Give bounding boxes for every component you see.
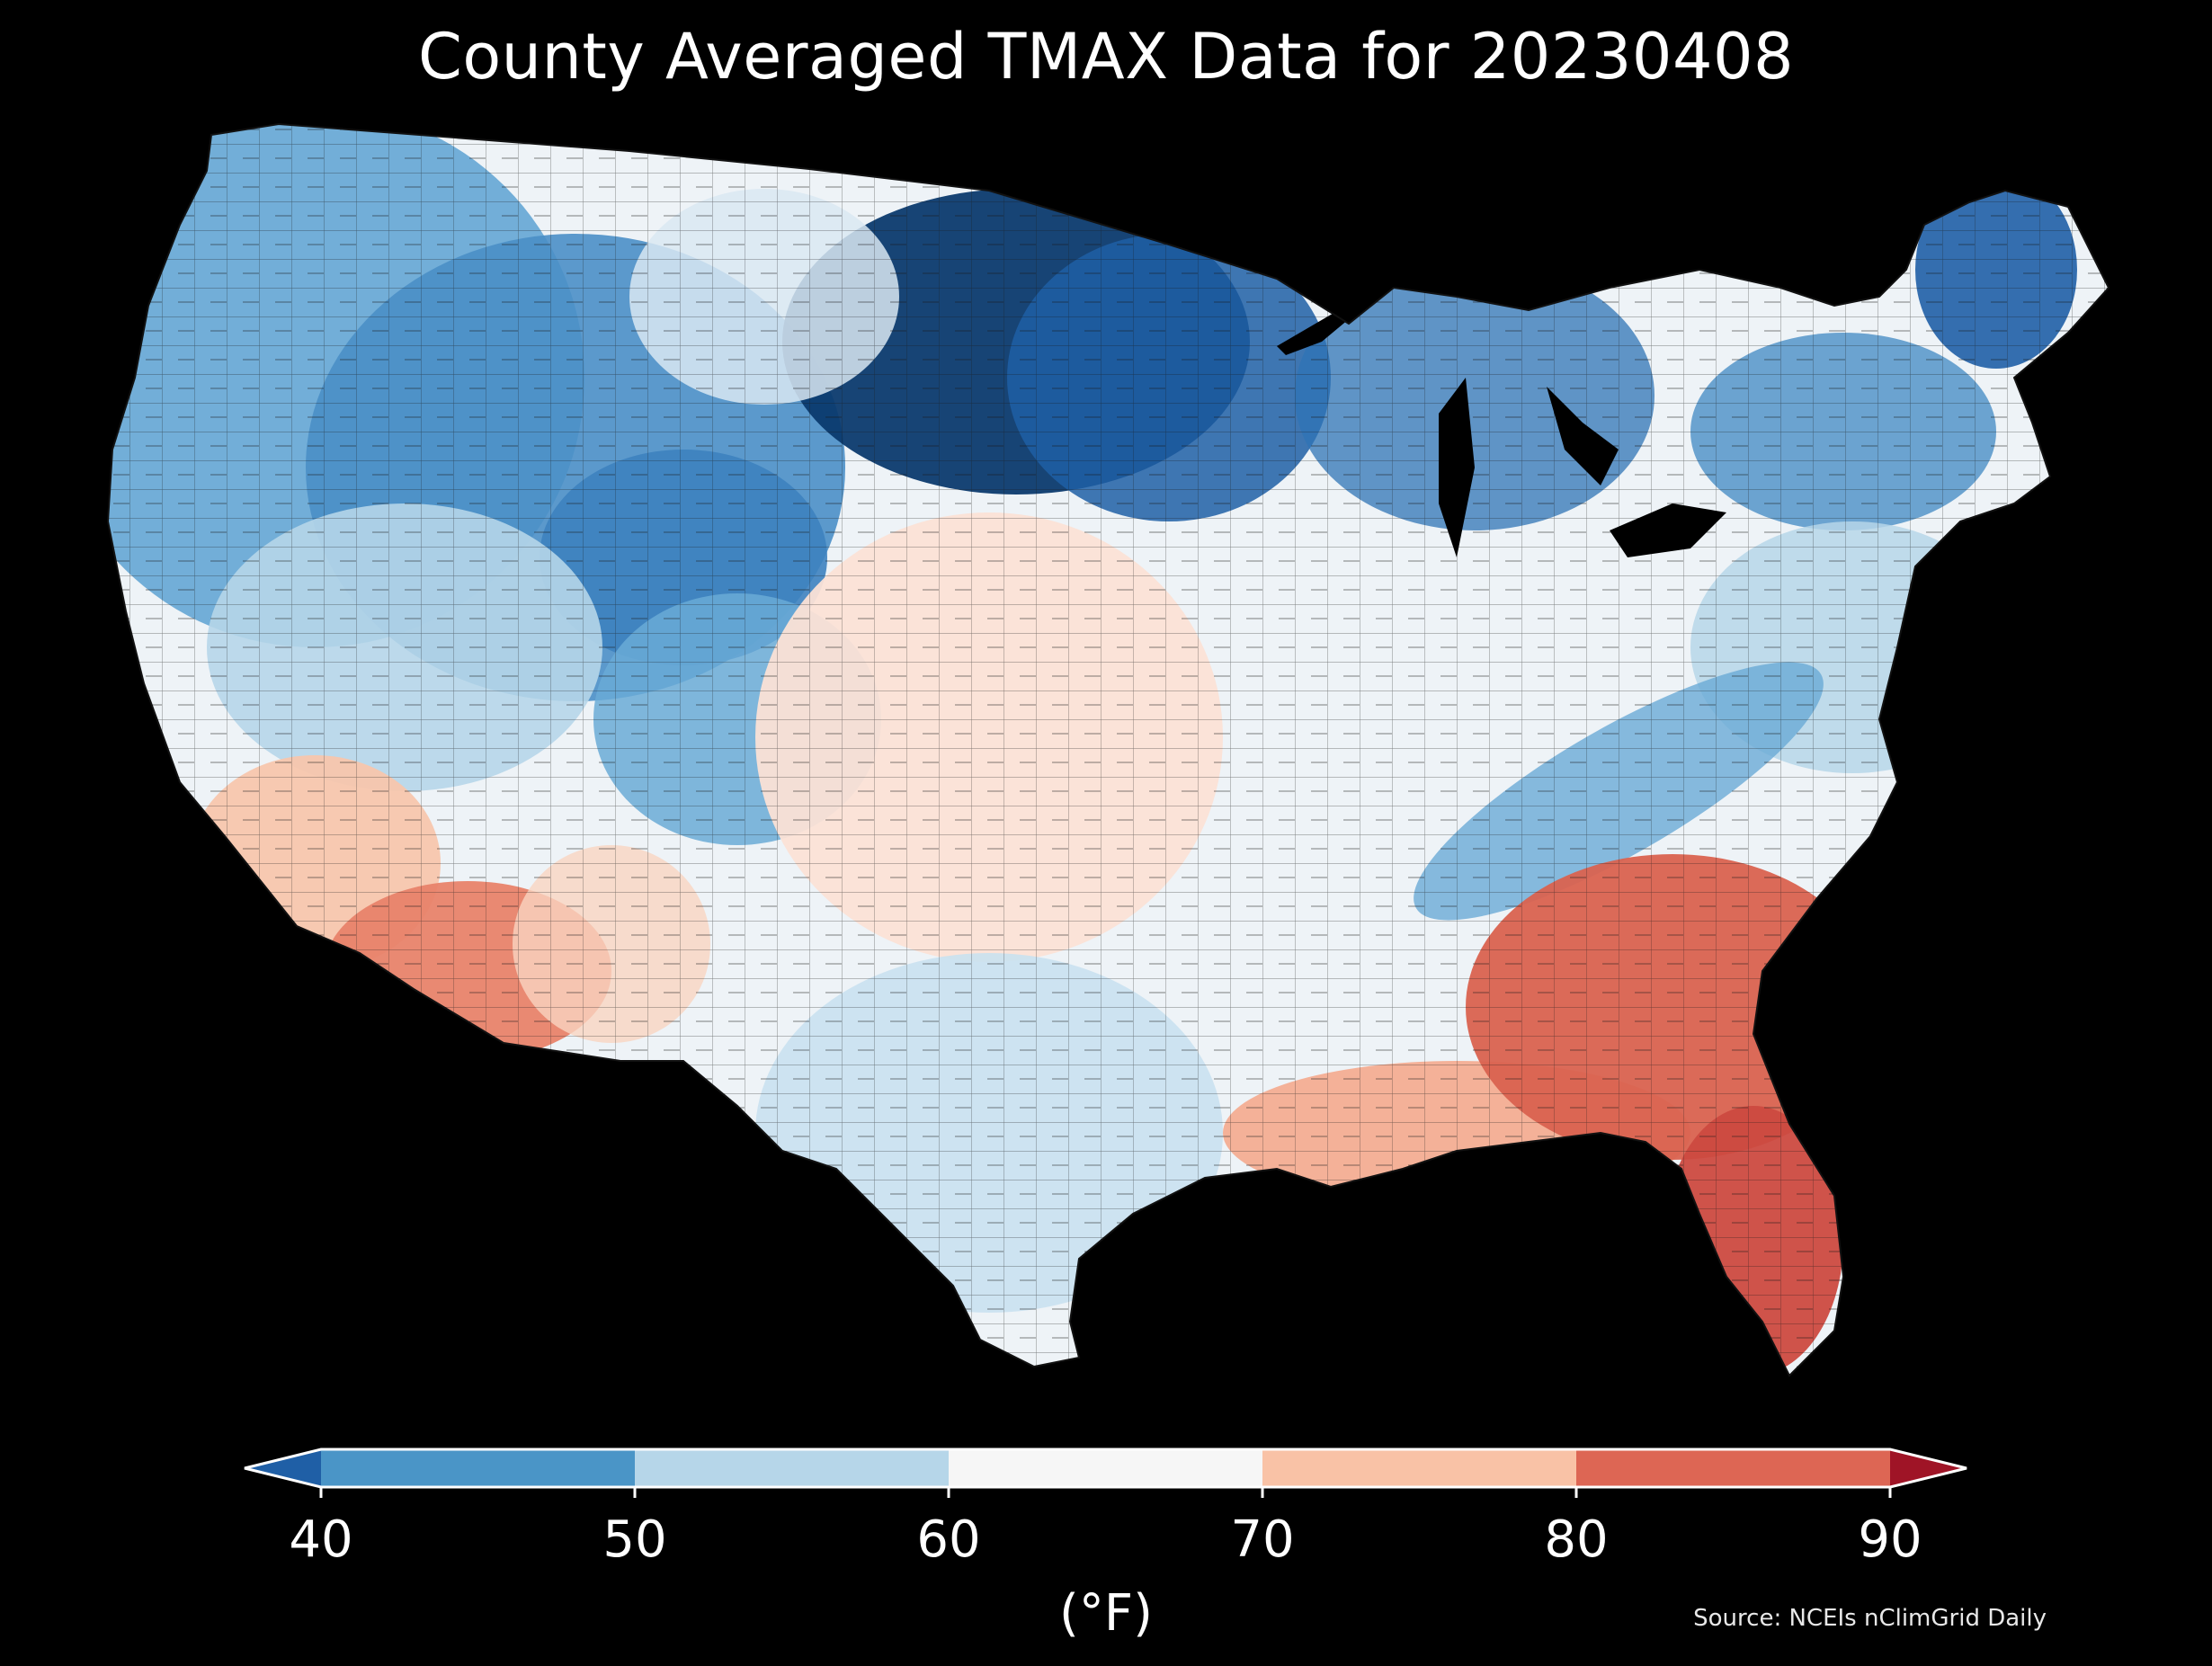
colorbar-bin-60-70	[949, 1449, 1262, 1487]
colorbar-tick-label: 90	[1858, 1510, 1922, 1569]
colorbar-over-arrow	[1890, 1449, 1967, 1487]
colorbar-tick-label: 40	[289, 1510, 353, 1569]
colorbar-bin-50-60	[635, 1449, 949, 1487]
colorbar-under-arrow	[245, 1449, 321, 1487]
colorbar-tick-label: 50	[602, 1510, 667, 1569]
colorbar-tick-label: 60	[916, 1510, 981, 1569]
source-credit: Source: NCEIs nClimGrid Daily	[1693, 1605, 2047, 1632]
colorbar-bin-40-50	[321, 1449, 635, 1487]
map-title: County Averaged TMAX Data for 20230408	[417, 20, 1795, 94]
colorbar-tick-label: 80	[1544, 1510, 1609, 1569]
great-lakes-water	[1277, 297, 1726, 557]
colorbar-bin-80-90	[1576, 1449, 1890, 1487]
colorbar-units-label: (°F)	[1059, 1584, 1153, 1643]
colorbar-tick-label: 70	[1230, 1510, 1295, 1569]
colorbar-bin-70-80	[1262, 1449, 1576, 1487]
